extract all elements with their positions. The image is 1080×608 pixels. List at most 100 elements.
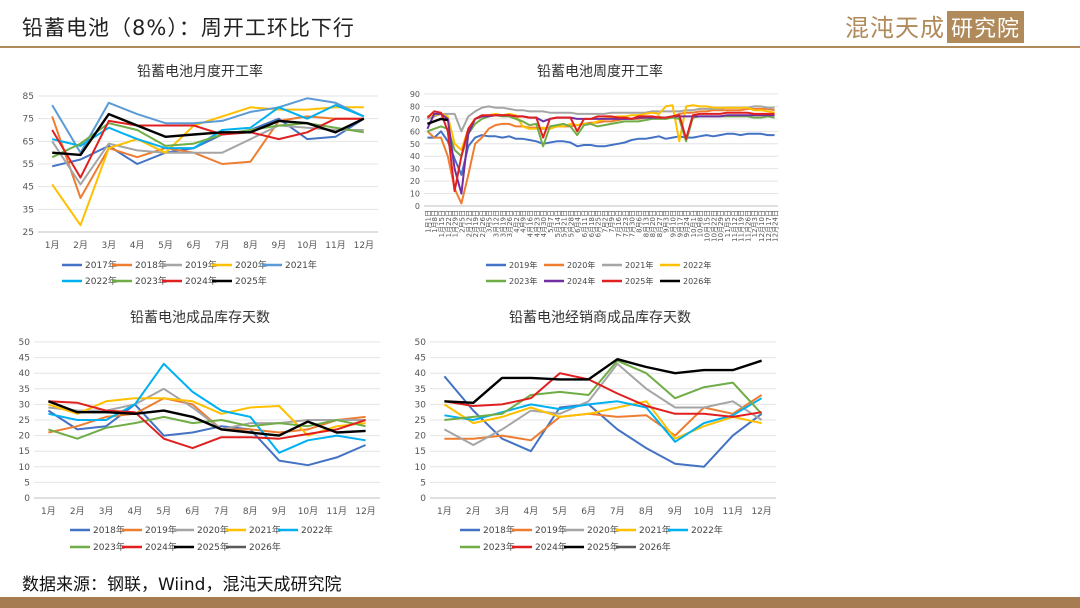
dealer-y-tick-label: 40 <box>415 369 427 379</box>
inventory-chart-title: 铅蓄电池成品库存天数 <box>130 310 270 326</box>
weekly-x-tick-label: 7月30日 <box>629 210 637 237</box>
inventory-series-2025年 <box>47 400 366 437</box>
dealer-legend-label: 2019年 <box>535 524 567 536</box>
inventory-series-2020年 <box>48 387 366 431</box>
dealer-y-tick-label: 35 <box>415 385 426 395</box>
dealer-legend-label: 2023年 <box>483 541 515 553</box>
weekly-x-tick-label: 8月6日 <box>635 210 643 233</box>
chart-monthly-utilization: 铅蓄电池月度开工率 25 35 45 55 65 75 85 1月 2月 3月 4月 5月 6月 7月 8月 9… <box>23 63 378 287</box>
monthly-x-tick-label: 7月 <box>215 240 230 251</box>
weekly-x-tick-label: 10月29日 <box>717 210 725 242</box>
weekly-legend-label: 2026年 <box>683 276 711 286</box>
inventory-x-tick-label: 7月 <box>214 506 229 517</box>
inventory-y-tick-label: 40 <box>19 369 31 379</box>
weekly-x-tick-label: 5月7日 <box>547 210 555 233</box>
monthly-x-tick-label: 10月 <box>297 240 317 251</box>
monthly-series-2020年 <box>51 106 364 227</box>
weekly-x-tick-label: 3月19日 <box>499 210 507 237</box>
weekly-x-tick-label: 1月29日 <box>452 210 460 237</box>
weekly-series-2025年 <box>426 110 775 193</box>
weekly-x-tick-label: 4月30日 <box>540 210 548 237</box>
weekly-x-tick-label: 10月8日 <box>697 210 705 237</box>
inventory-x-tick-label: 1月 <box>41 506 56 517</box>
dealer-legend-label: 2024年 <box>535 541 567 553</box>
monthly-x-tick-label: 12月 <box>354 240 374 251</box>
monthly-legend-label: 2025年 <box>235 275 267 287</box>
inventory-x-tick-label: 4月 <box>128 506 143 517</box>
weekly-x-tick-label: 8月13日 <box>642 210 650 237</box>
weekly-x-tick-label: 2月5日 <box>458 210 466 233</box>
weekly-x-tick-label: 2月19日 <box>472 210 480 237</box>
dealer-chart-title: 铅蓄电池经销商成品库存天数 <box>509 310 691 326</box>
monthly-x-tick-label: 11月 <box>325 240 345 251</box>
weekly-y-tick-label: 0 <box>415 202 420 211</box>
page-title: 铅蓄电池（8%）：周开工环比下行 <box>22 16 355 40</box>
weekly-y-tick-label: 90 <box>410 90 420 99</box>
monthly-y-tick-label: 35 <box>23 205 34 215</box>
monthly-legend-label: 2021年 <box>285 259 317 271</box>
weekly-x-tick-label: 10月22日 <box>710 210 718 242</box>
monthly-x-tick-label: 5月 <box>158 240 173 251</box>
dealer-y-tick-label: 15 <box>415 447 426 457</box>
weekly-legend-label: 2024年 <box>567 276 595 286</box>
inventory-legend-label: 2020年 <box>197 524 229 536</box>
weekly-x-tick-label: 1月22日 <box>445 210 453 237</box>
monthly-y-tick-label: 25 <box>23 228 34 238</box>
monthly-x-tick-label: 1月 <box>45 240 60 251</box>
dealer-x-tick-label: 7月 <box>610 506 625 517</box>
weekly-x-tick-label: 9月3日 <box>663 210 671 233</box>
dealer-y-tick-label: 10 <box>415 463 427 473</box>
inventory-legend-label: 2019年 <box>145 524 177 536</box>
inventory-y-tick-label: 15 <box>19 447 30 457</box>
weekly-y-tick-label: 50 <box>410 140 420 149</box>
dealer-series-2021年 <box>443 400 762 440</box>
weekly-chart-title: 铅蓄电池周度开工率 <box>537 63 663 80</box>
weekly-x-tick-label: 7月23日 <box>622 210 630 237</box>
inventory-legend-label: 2023年 <box>93 541 125 553</box>
brand-logo-box: 研究院 <box>947 11 1025 43</box>
inventory-x-tick-label: 3月 <box>99 506 114 517</box>
weekly-series-2021年 <box>427 105 775 133</box>
weekly-x-tick-label: 3月12日 <box>492 210 500 237</box>
weekly-x-tick-label: 1月8日 <box>431 210 439 233</box>
weekly-x-tick-label: 10月1日 <box>690 210 698 237</box>
weekly-x-tick-label: 6月4日 <box>574 210 582 233</box>
weekly-y-tick-label: 60 <box>410 127 420 136</box>
inventory-legend-label: 2022年 <box>301 524 333 536</box>
weekly-x-tick-label: 7月16日 <box>615 210 623 237</box>
brand-logo-main: 混沌天成 <box>845 14 945 42</box>
dealer-x-tick-label: 10月 <box>694 506 714 517</box>
dealer-legend-label: 2021年 <box>639 524 671 536</box>
weekly-x-tick-label: 9月24日 <box>683 210 691 237</box>
weekly-x-tick-label: 10月15日 <box>704 210 712 242</box>
monthly-legend-label: 2019年 <box>185 259 217 271</box>
weekly-y-tick-label: 80 <box>410 102 420 111</box>
brand-logo: 混沌天成 研究院 <box>845 8 1025 43</box>
monthly-y-tick-label: 65 <box>23 137 34 147</box>
monthly-series-2017年 <box>51 117 365 168</box>
dealer-x-tick-label: 2月 <box>466 506 481 517</box>
weekly-legend-label: 2021年 <box>625 260 653 270</box>
weekly-y-tick-label: 40 <box>410 152 420 161</box>
weekly-x-tick-label: 12月24日 <box>772 210 780 242</box>
inventory-legend-label: 2025年 <box>197 541 229 553</box>
inventory-x-tick-label: 6月 <box>185 506 200 517</box>
inventory-legend-label: 2024年 <box>145 541 177 553</box>
monthly-legend-label: 2022年 <box>85 275 117 287</box>
weekly-x-tick-label: 7月9日 <box>608 210 616 233</box>
inventory-y-tick-label: 5 <box>24 478 30 488</box>
weekly-x-tick-label: 6月11日 <box>581 210 589 237</box>
dealer-x-tick-label: 3月 <box>495 506 510 517</box>
dealer-legend-label: 2026年 <box>639 541 671 553</box>
monthly-series-2025年 <box>52 112 365 157</box>
chart-weekly-utilization: 铅蓄电池周度开工率 0 10 20 30 40 50 60 70 80 90 1月1日1月8日1月15… <box>410 63 780 286</box>
dealer-y-tick-label: 0 <box>420 494 426 504</box>
monthly-y-tick-label: 55 <box>23 160 34 170</box>
monthly-series-2021年 <box>51 97 365 154</box>
weekly-x-tick-label: 5月21日 <box>561 210 569 237</box>
weekly-legend-label: 2025年 <box>625 276 653 286</box>
inventory-y-tick-label: 35 <box>19 385 30 395</box>
weekly-x-tick-label: 4月16日 <box>527 210 535 237</box>
monthly-y-tick-label: 75 <box>23 115 34 125</box>
dealer-legend-label: 2025年 <box>587 541 619 553</box>
